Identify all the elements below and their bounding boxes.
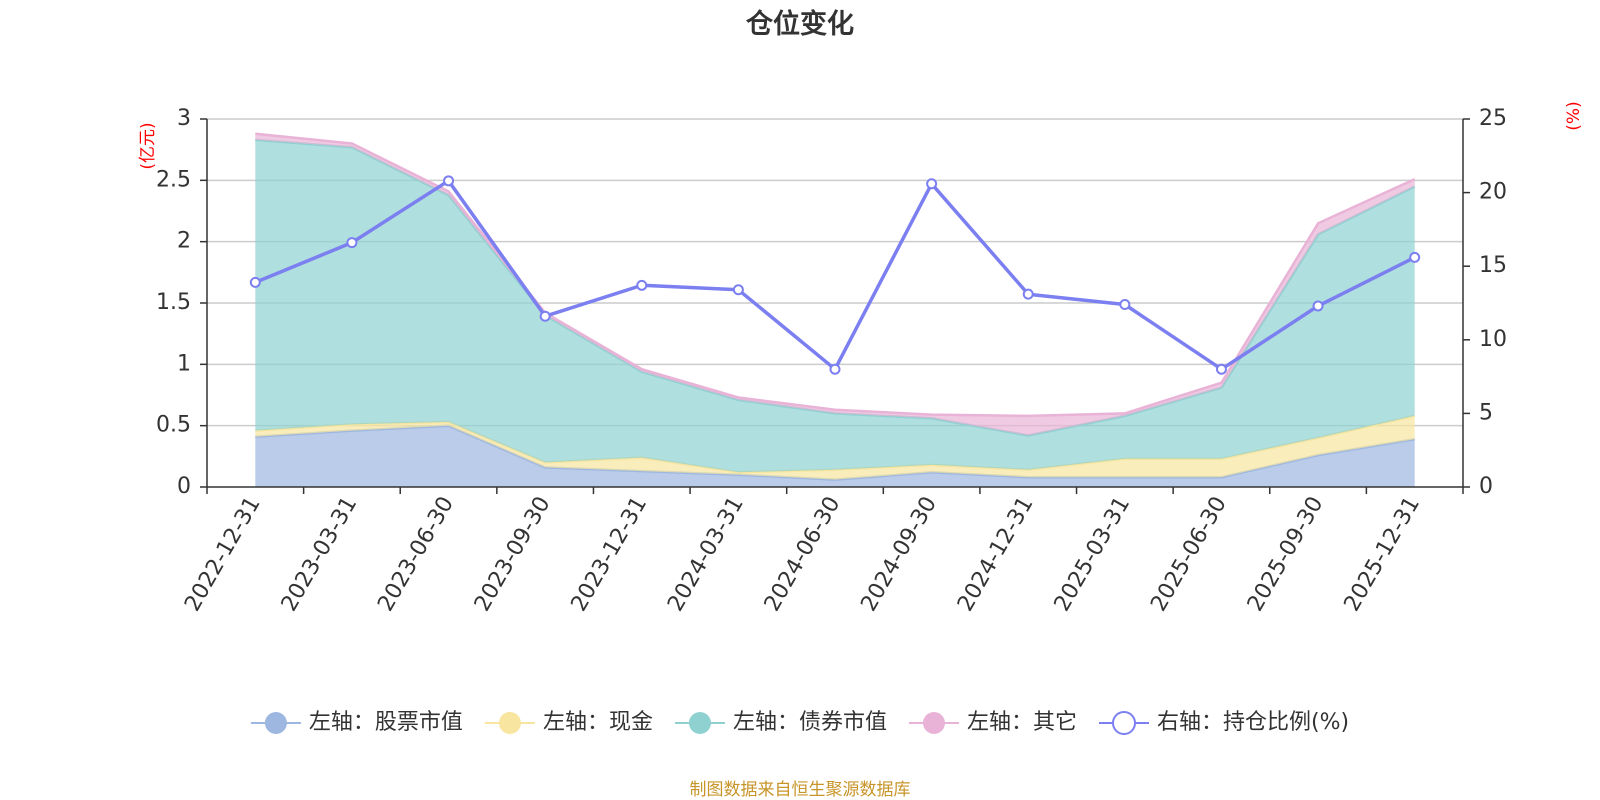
x-axis-category-label: 2025-03-31 <box>1050 493 1136 616</box>
right-axis-tick-label: 25 <box>1479 106 1507 131</box>
ratio-point <box>1215 363 1227 375</box>
legend-symbol-dot <box>688 712 711 734</box>
legend-symbol-dot <box>922 712 945 734</box>
ratio-line-layer <box>249 175 1421 375</box>
x-axis-category-label: 2023-06-30 <box>373 493 459 616</box>
ratio-point <box>926 178 938 190</box>
x-axis-category-label: 2024-03-31 <box>663 493 749 616</box>
left-axis-tick-label: 1.5 <box>156 290 191 315</box>
left-axis-tick-label: 2 <box>177 229 191 254</box>
area-2 <box>255 139 1415 473</box>
ratio-point <box>829 363 841 375</box>
legend-item-label: 左轴：股票市值 <box>309 710 463 735</box>
source-note: 制图数据来自恒生聚源数据库 <box>690 780 911 800</box>
legend: 左轴：股票市值 左轴：现金 左轴：债券市值 左轴：其它 右轴：持仓比例(%) <box>250 710 1349 735</box>
left-axis-tick-label: 3 <box>177 106 191 131</box>
x-axis-category-label: 2024-09-30 <box>856 493 942 616</box>
left-axis-tick-label: 0.5 <box>156 413 191 438</box>
x-axis-category-label: 2025-09-30 <box>1243 493 1329 616</box>
ratio-point <box>1312 300 1324 312</box>
left-axis-tick-label: 0 <box>177 474 191 499</box>
stacked-areas <box>255 132 1416 487</box>
area-edge-3 <box>255 132 1416 418</box>
ratio-point <box>443 175 455 187</box>
x-axis-category-label: 2024-12-31 <box>953 493 1039 616</box>
ratio-point <box>1409 251 1421 263</box>
area-0 <box>255 425 1415 487</box>
x-axis-category-label: 2022-12-31 <box>180 493 266 616</box>
legend-item-label: 右轴：持仓比例(%) <box>1157 710 1349 735</box>
ratio-point <box>636 279 648 291</box>
x-axis-category-label: 2023-03-31 <box>277 493 363 616</box>
legend-item-label: 左轴：现金 <box>543 710 653 735</box>
left-axis-tick-label: 2.5 <box>156 167 191 192</box>
legend-item-label: 左轴：其它 <box>967 710 1077 735</box>
legend-item-label: 左轴：债券市值 <box>733 710 887 735</box>
ratio-point <box>346 237 358 249</box>
right-axis-tick-label: 5 <box>1479 400 1493 425</box>
x-axis-category-label: 2025-12-31 <box>1340 493 1426 616</box>
right-axis-tick-label: 15 <box>1479 253 1507 278</box>
left-axis-unit: (亿元) <box>138 122 158 169</box>
legend-symbol-dot <box>264 712 287 734</box>
x-axis-category-label: 2023-09-30 <box>470 493 556 616</box>
chart-title: 仓位变化 <box>745 8 854 40</box>
left-axis-tick-label: 1 <box>177 351 191 376</box>
right-axis-tick-label: 10 <box>1479 327 1507 352</box>
legend-symbol-dot <box>1111 711 1136 735</box>
ratio-point <box>1119 298 1131 310</box>
ratio-point <box>732 284 744 296</box>
x-axis-category-label: 2025-06-30 <box>1146 493 1232 616</box>
ratio-point <box>1022 288 1034 300</box>
right-axis-unit: (%) <box>1564 101 1584 130</box>
x-axis-category-label: 2023-12-31 <box>567 493 653 616</box>
right-axis-tick-label: 0 <box>1479 474 1493 499</box>
ratio-point <box>539 310 551 322</box>
ratio-point <box>249 276 261 288</box>
x-axis-category-label: 2024-06-30 <box>760 493 846 616</box>
legend-symbol-dot <box>498 712 521 734</box>
right-axis-tick-label: 20 <box>1479 180 1507 205</box>
